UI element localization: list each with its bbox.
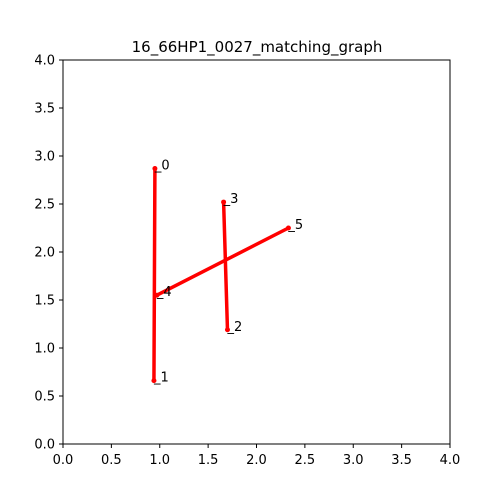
y-tick-label: 3.5: [34, 102, 55, 117]
node-label: _1: [153, 371, 169, 386]
y-tick-label: 3.0: [34, 150, 55, 165]
axes-frame: [62, 59, 451, 445]
x-tick-label: 3.0: [343, 453, 364, 468]
nodes-layer: _0 _1 _2 _3 _4 _5: [151, 158, 303, 386]
x-tick-label: 1.5: [198, 453, 219, 468]
node-label: _0: [154, 158, 170, 173]
graph-edge: [221, 200, 230, 332]
y-tick-label: 0.0: [34, 438, 55, 453]
x-tick-label: 0.0: [53, 453, 74, 468]
edges-layer: [152, 166, 291, 383]
x-tick-label: 3.5: [391, 453, 412, 468]
graph-node: [221, 199, 227, 205]
y-tick-label: 0.5: [34, 390, 55, 405]
graph-edge: [155, 226, 291, 297]
y-tick-label: 1.5: [34, 294, 55, 309]
x-tick-label: 2.0: [246, 453, 267, 468]
graph-node: [152, 165, 158, 171]
graph-edge: [152, 166, 157, 383]
y-axis: 0.0 0.5 1.0 1.5 2.0 2.5 3.0 3.5 4.0: [34, 54, 63, 453]
graph-node: [154, 292, 160, 298]
y-tick-label: 2.0: [34, 246, 55, 261]
x-tick-label: 4.0: [440, 453, 461, 468]
x-tick-label: 0.5: [101, 453, 122, 468]
x-tick-label: 2.5: [295, 453, 316, 468]
graph-node: [151, 378, 157, 384]
y-tick-label: 1.0: [34, 342, 55, 357]
chart-title: 16_66HP1_0027_matching_graph: [132, 38, 383, 57]
graph-node: [224, 327, 230, 333]
y-tick-label: 4.0: [34, 54, 55, 69]
node-label: _4: [156, 285, 172, 300]
x-tick-label: 1.0: [149, 453, 170, 468]
x-axis: 0.0 0.5 1.0 1.5 2.0 2.5 3.0 3.5 4.0: [53, 444, 461, 468]
node-label: _5: [287, 218, 303, 233]
node-label: _2: [226, 320, 242, 335]
y-tick-label: 2.5: [34, 198, 55, 213]
graph-node: [285, 225, 291, 231]
node-label: _3: [223, 192, 239, 207]
